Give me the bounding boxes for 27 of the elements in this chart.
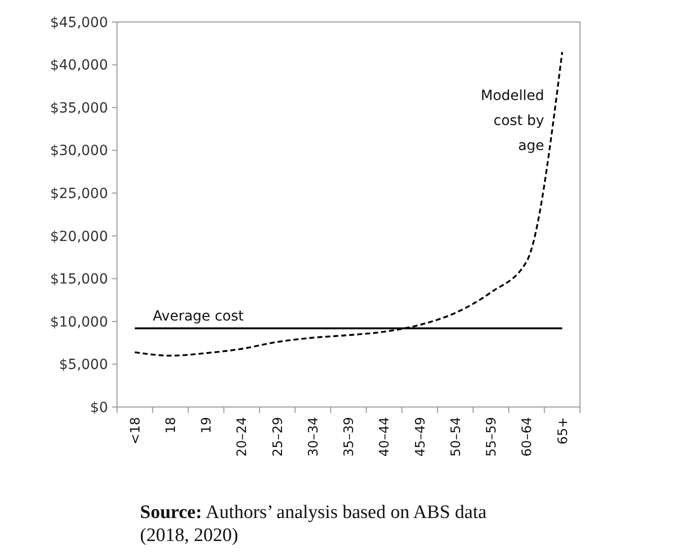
x-tick-label: <18 <box>128 417 144 444</box>
y-tick-label: $15,000 <box>50 272 108 288</box>
y-tick-label: $20,000 <box>50 228 108 245</box>
x-tick-label: 45–49 <box>413 417 428 457</box>
x-tick-label: 65+ <box>556 417 571 444</box>
source-note: Source: Authors’ analysis based on ABS data (2018, 2020) <box>140 502 488 546</box>
y-tick-label: $35,000 <box>50 100 108 116</box>
x-tick-label: 40–44 <box>378 417 393 457</box>
x-tick-label: 20–24 <box>235 417 250 457</box>
y-tick-label: $30,000 <box>50 143 108 160</box>
x-tick-label: 55–59 <box>484 417 500 457</box>
y-tick-label: $10,000 <box>50 314 108 330</box>
x-tick-label: 19 <box>200 417 215 434</box>
y-tick-label: $0 <box>90 400 108 416</box>
x-tick-label: 60–64 <box>520 417 536 457</box>
y-tick-label: $25,000 <box>50 186 108 202</box>
x-tick-label: 25–29 <box>270 417 286 457</box>
x-tick-label: 35–39 <box>342 417 358 457</box>
series-label: Modelled cost by age <box>480 88 544 154</box>
x-tick-label: 30–34 <box>306 417 322 457</box>
x-tick-label: 50–54 <box>448 417 464 457</box>
y-tick-label: $45,000 <box>50 14 108 31</box>
line-series <box>134 51 564 357</box>
ref-line-label: Average cost <box>152 308 244 324</box>
y-tick-label: $5,000 <box>59 357 108 374</box>
x-tick-label: 18 <box>164 417 179 434</box>
y-tick-label: $40,000 <box>50 58 108 74</box>
